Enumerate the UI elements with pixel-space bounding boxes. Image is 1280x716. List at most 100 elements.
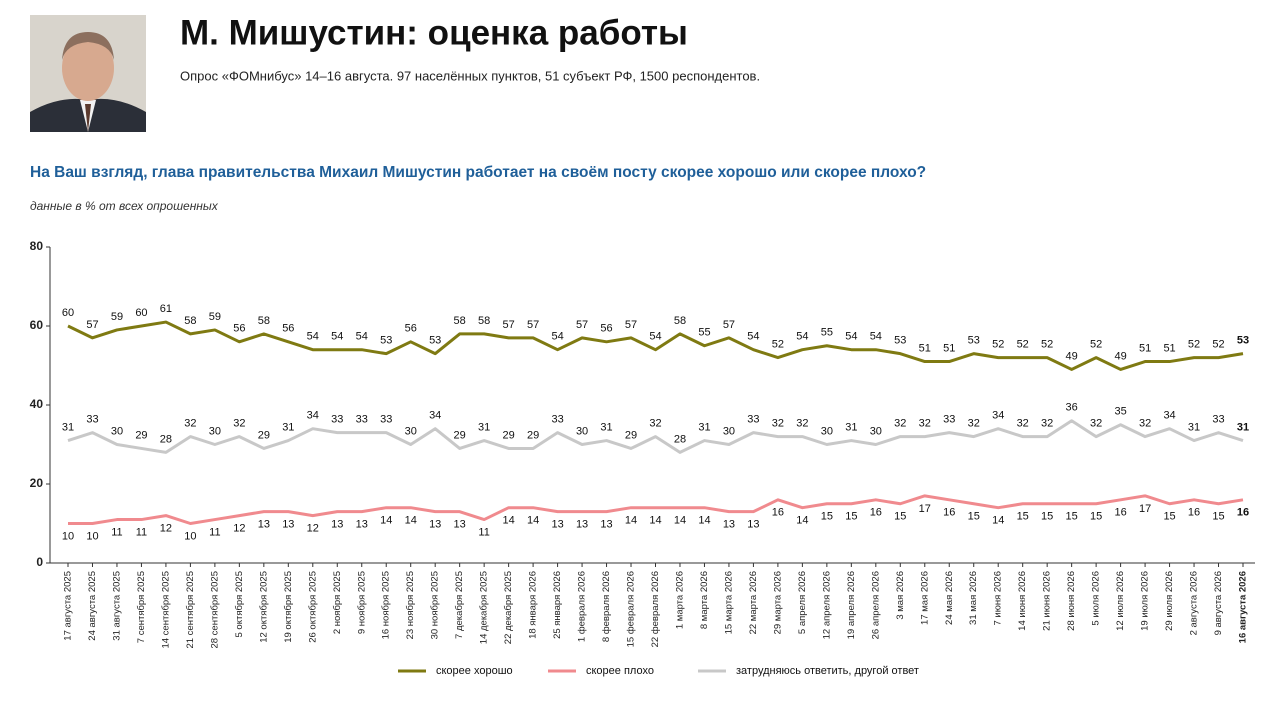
y-tick-label: 20 [30,476,44,490]
series-line [67,419,1244,454]
value-label: 51 [919,342,931,354]
value-label: 14 [992,515,1004,527]
value-label: 54 [870,331,882,343]
legend-label: затрудняюсь ответить, другой ответ [736,665,919,677]
value-label: 54 [331,331,343,343]
value-label: 54 [356,331,368,343]
value-label: 33 [331,414,343,426]
value-label: 58 [454,315,466,327]
x-tick-label: 15 февраля 2026 [626,571,637,647]
value-label: 32 [1017,418,1029,430]
value-label: 13 [258,519,270,531]
value-label: 56 [233,323,245,335]
value-label: 58 [478,315,490,327]
value-label: 58 [674,315,686,327]
value-label: 51 [943,342,955,354]
value-label: 32 [649,418,661,430]
portrait [30,15,146,132]
value-label: 12 [307,523,319,535]
value-label: 29 [135,429,147,441]
x-tick-label: 29 марта 2026 [772,571,783,634]
value-label: 16 [1114,507,1126,519]
x-tick-label: 14 июня 2026 [1017,571,1028,631]
y-tick-label: 40 [30,397,44,411]
value-label: 58 [184,315,196,327]
x-tick-label: 19 июля 2026 [1140,571,1151,631]
value-label: 52 [1017,339,1029,351]
x-tick-label: 22 февраля 2026 [650,571,661,647]
value-label: 17 [919,503,931,515]
value-label: 57 [723,319,735,331]
value-label: 31 [845,421,857,433]
value-label: 32 [894,418,906,430]
value-label: 13 [282,519,294,531]
value-label: 30 [111,425,123,437]
value-label: 56 [600,323,612,335]
value-label: 53 [894,335,906,347]
value-label: 60 [135,307,147,319]
value-label: 12 [160,523,172,535]
x-tick-label: 25 января 2026 [552,571,563,639]
value-label: 28 [160,433,172,445]
title: М. Мишустин: оценка работы [180,13,688,52]
x-tick-label: 16 августа 2026 [1238,571,1249,643]
x-tick-label: 1 марта 2026 [674,571,685,629]
x-tick-label: 1 февраля 2026 [577,571,588,642]
value-label: 15 [894,511,906,523]
x-tick-label: 17 августа 2025 [63,571,74,641]
value-label: 33 [943,414,955,426]
value-label: 57 [86,319,98,331]
x-tick-label: 21 сентября 2025 [185,571,196,649]
value-label: 61 [160,303,172,315]
value-label: 60 [62,307,74,319]
x-tick-label: 17 мая 2026 [919,571,930,625]
legend-label: скорее хорошо [436,665,513,677]
y-tick-label: 80 [30,239,44,253]
x-tick-label: 19 апреля 2026 [846,571,857,639]
value-label: 31 [1188,421,1200,433]
value-label: 11 [209,526,220,538]
x-tick-label: 31 мая 2026 [968,571,979,625]
x-tick-label: 12 июля 2026 [1115,571,1126,631]
value-label: 57 [527,319,539,331]
value-label: 33 [747,414,759,426]
series-line [67,320,1244,371]
value-label: 30 [870,425,882,437]
x-tick-label: 8 февраля 2026 [601,571,612,642]
x-tick-label: 16 ноября 2025 [381,571,392,639]
value-label: 14 [405,515,417,527]
x-tick-label: 23 ноября 2025 [405,571,416,639]
value-label: 13 [331,519,343,531]
value-label: 12 [233,523,245,535]
value-label: 14 [796,515,808,527]
value-label: 14 [527,515,539,527]
value-label: 51 [1139,342,1151,354]
x-tick-label: 2 ноября 2025 [332,571,343,634]
value-label: 33 [551,414,563,426]
value-label: 29 [503,429,515,441]
value-label: 31 [282,421,294,433]
x-tick-label: 22 марта 2026 [748,571,759,634]
value-label: 13 [454,519,466,531]
value-label: 16 [870,507,882,519]
value-label: 15 [1212,511,1224,523]
value-label: 53 [429,335,441,347]
x-tick-label: 24 августа 2025 [87,571,98,641]
value-label: 10 [184,530,196,542]
value-label: 15 [1066,511,1078,523]
value-label: 11 [478,526,489,538]
legend-label: скорее плохо [586,665,654,677]
value-label: 49 [1114,350,1126,362]
value-label: 56 [282,323,294,335]
value-label: 56 [405,323,417,335]
value-label: 10 [62,530,74,542]
y-tick-label: 0 [36,555,43,569]
value-label: 34 [307,410,319,422]
x-tick-label: 30 ноября 2025 [430,571,441,639]
x-tick-label: 29 июля 2026 [1164,571,1175,631]
value-label: 14 [380,515,392,527]
value-label: 32 [919,418,931,430]
x-tick-label: 19 октября 2025 [283,571,294,643]
x-tick-label: 21 июня 2026 [1042,571,1053,631]
